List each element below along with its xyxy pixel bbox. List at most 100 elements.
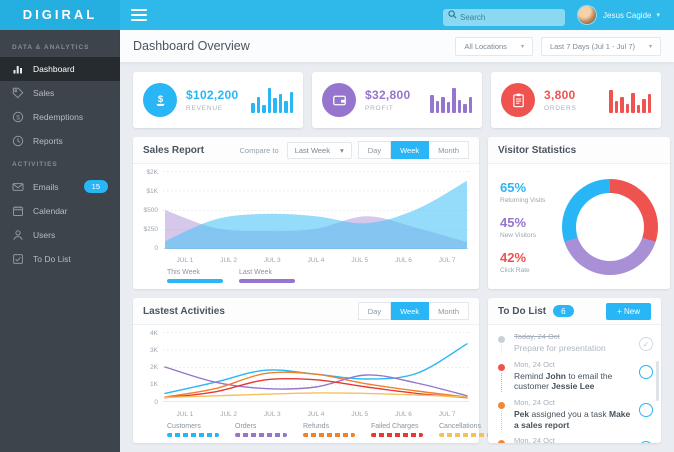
todo-checkbox[interactable] bbox=[639, 441, 653, 443]
main-area: Dashboard Overview All Locations ▾ Last … bbox=[120, 30, 674, 452]
sidebar-item-users[interactable]: Users bbox=[0, 223, 120, 247]
sidebar-item-sales[interactable]: Sales bbox=[0, 81, 120, 105]
activities-tab-week[interactable]: Week bbox=[391, 302, 430, 320]
sidebar-item-calendar[interactable]: Calendar bbox=[0, 199, 120, 223]
legend-label: Customers bbox=[167, 423, 201, 430]
todo-count-badge: 6 bbox=[553, 305, 574, 317]
legend-item: Refunds bbox=[303, 423, 355, 437]
activities-x-axis: JUL 1 JUL 2 JUL 3 JUL 4 JUL 5 JUL 6 JUL 7 bbox=[163, 407, 469, 418]
todo-checkbox[interactable] bbox=[639, 364, 653, 379]
activities-tab-day[interactable]: Day bbox=[357, 302, 392, 320]
x-tick-label: JUL 5 bbox=[351, 257, 369, 264]
sales-report-title: Sales Report bbox=[143, 144, 205, 156]
sales-tab-month[interactable]: Month bbox=[429, 141, 469, 159]
location-filter-select[interactable]: All Locations ▾ bbox=[455, 36, 533, 56]
visitor-stat-label: Click Rate bbox=[500, 266, 530, 274]
avatar bbox=[578, 6, 596, 24]
sparkline-bar bbox=[457, 100, 461, 113]
sidebar-item-emails[interactable]: Emails 15 bbox=[0, 174, 120, 199]
todo-text: Prepare for presentation bbox=[514, 343, 606, 353]
activities-tab-month[interactable]: Month bbox=[429, 302, 469, 320]
todo-date: Mon, 24 Oct bbox=[514, 397, 555, 407]
stat-sparkline-chart bbox=[430, 87, 472, 113]
sparkline-bar bbox=[463, 103, 467, 113]
search-input[interactable] bbox=[443, 8, 565, 26]
activities-line-chart bbox=[163, 332, 469, 402]
wallet-icon bbox=[322, 83, 356, 117]
x-tick-label: JUL 4 bbox=[307, 257, 325, 264]
legend-label: Failed Charges bbox=[371, 423, 419, 430]
sales-report-card: Sales Report Compare to Last Week ▾ Day W… bbox=[133, 137, 479, 289]
chevron-down-icon: ▾ bbox=[520, 43, 524, 50]
todo-dot bbox=[497, 440, 505, 443]
sparkline-bar bbox=[435, 101, 439, 113]
todo-dot bbox=[497, 336, 505, 343]
legend-label: This Week bbox=[167, 269, 200, 276]
y-tick-label: 1K bbox=[150, 381, 158, 389]
visitor-stat-label: New Visitors bbox=[500, 231, 537, 239]
todo-checkbox[interactable] bbox=[639, 402, 653, 417]
sales-x-axis: JUL 1 JUL 2 JUL 3 JUL 4 JUL 5 JUL 6 JUL 7 bbox=[163, 253, 469, 264]
compare-to-select[interactable]: Last Week ▾ bbox=[286, 141, 352, 159]
sidebar-item-reports[interactable]: Reports bbox=[0, 129, 120, 153]
search-box bbox=[443, 7, 565, 26]
visitor-donut-chart bbox=[562, 178, 658, 275]
todo-timeline bbox=[488, 332, 514, 354]
visitor-statistics-title: Visitor Statistics bbox=[498, 144, 577, 156]
todo-content: Today, 24 Oct Prepare for presentation bbox=[514, 332, 639, 354]
user-icon bbox=[12, 229, 24, 241]
user-menu[interactable]: Jesus Cagide ▾ bbox=[578, 6, 660, 24]
x-tick-label: JUL 3 bbox=[263, 411, 281, 418]
todo-dot bbox=[497, 363, 505, 371]
sparkline-bar bbox=[278, 94, 282, 113]
todo-checkbox[interactable]: ✓ bbox=[639, 337, 653, 351]
todo-timeline bbox=[488, 436, 514, 443]
legend-label: Cancellations bbox=[439, 423, 482, 430]
dashboard-content: $ $102,200 REVENUE $32,800 PROFIT 3,800 ORDERS… bbox=[120, 63, 674, 452]
x-tick-label: JUL 5 bbox=[351, 411, 369, 418]
page-title: Dashboard Overview bbox=[133, 39, 250, 53]
activities-legend: Customers Orders Refunds Failed Charges Canc… bbox=[167, 423, 491, 437]
stat-text: $32,800 PROFIT bbox=[365, 88, 410, 112]
sales-legend: This Week Last Week bbox=[167, 269, 469, 283]
x-tick-label: JUL 3 bbox=[263, 257, 281, 264]
sidebar-item-redemptions[interactable]: $ Redemptions bbox=[0, 105, 120, 129]
search-icon bbox=[448, 10, 457, 19]
x-tick-label: JUL 2 bbox=[220, 257, 237, 264]
sales-tab-week[interactable]: Week bbox=[391, 141, 430, 159]
visitor-stat-label: Returning Visits bbox=[500, 196, 546, 204]
timeline-connector bbox=[500, 345, 502, 354]
legend-swatch bbox=[303, 433, 355, 437]
topbar: DIGIRAL Jesus Cagide ▾ bbox=[0, 0, 674, 30]
sidebar-item-to-do-list[interactable]: To Do List bbox=[0, 247, 120, 271]
legend-item: Orders bbox=[235, 423, 287, 437]
compare-to-value: Last Week bbox=[294, 145, 330, 155]
envelope-icon bbox=[12, 181, 24, 193]
stat-label: ORDERS bbox=[544, 105, 577, 112]
y-tick-label: 2K bbox=[150, 364, 158, 372]
stats-row: $ $102,200 REVENUE $32,800 PROFIT 3,800 ORDERS bbox=[133, 72, 661, 128]
legend-item: This Week bbox=[167, 269, 223, 283]
todo-list-card: To Do List 6 + New Today, 24 Oct Prepare … bbox=[488, 298, 661, 443]
x-tick-label: JUL 2 bbox=[220, 411, 237, 418]
date-range-filter-select[interactable]: Last 7 Days (Jul 1 - Jul 7) ▾ bbox=[540, 36, 661, 56]
todo-text: Remind John to email the customer Jessie… bbox=[514, 370, 613, 392]
x-tick-label: JUL 7 bbox=[438, 411, 456, 418]
stat-label: PROFIT bbox=[365, 105, 394, 112]
sidebar-item-dashboard[interactable]: Dashboard bbox=[0, 57, 120, 81]
sidebar-section-title: ACTIVITIES bbox=[12, 161, 58, 168]
scrollbar[interactable] bbox=[656, 361, 659, 401]
sales-range-tabs: Day Week Month bbox=[357, 141, 469, 159]
timeline-connector bbox=[500, 410, 502, 431]
sparkline-bar bbox=[636, 104, 640, 113]
y-tick-label: $2K bbox=[146, 169, 158, 176]
new-todo-button[interactable]: + New bbox=[606, 302, 651, 320]
menu-toggle-icon[interactable] bbox=[131, 6, 147, 24]
calendar-icon bbox=[12, 205, 24, 217]
compare-to-label: Compare to bbox=[239, 145, 279, 155]
legend-swatch bbox=[371, 433, 423, 437]
sales-tab-day[interactable]: Day bbox=[357, 141, 392, 159]
todo-dot bbox=[497, 401, 505, 409]
sparkline-bar bbox=[642, 98, 646, 113]
